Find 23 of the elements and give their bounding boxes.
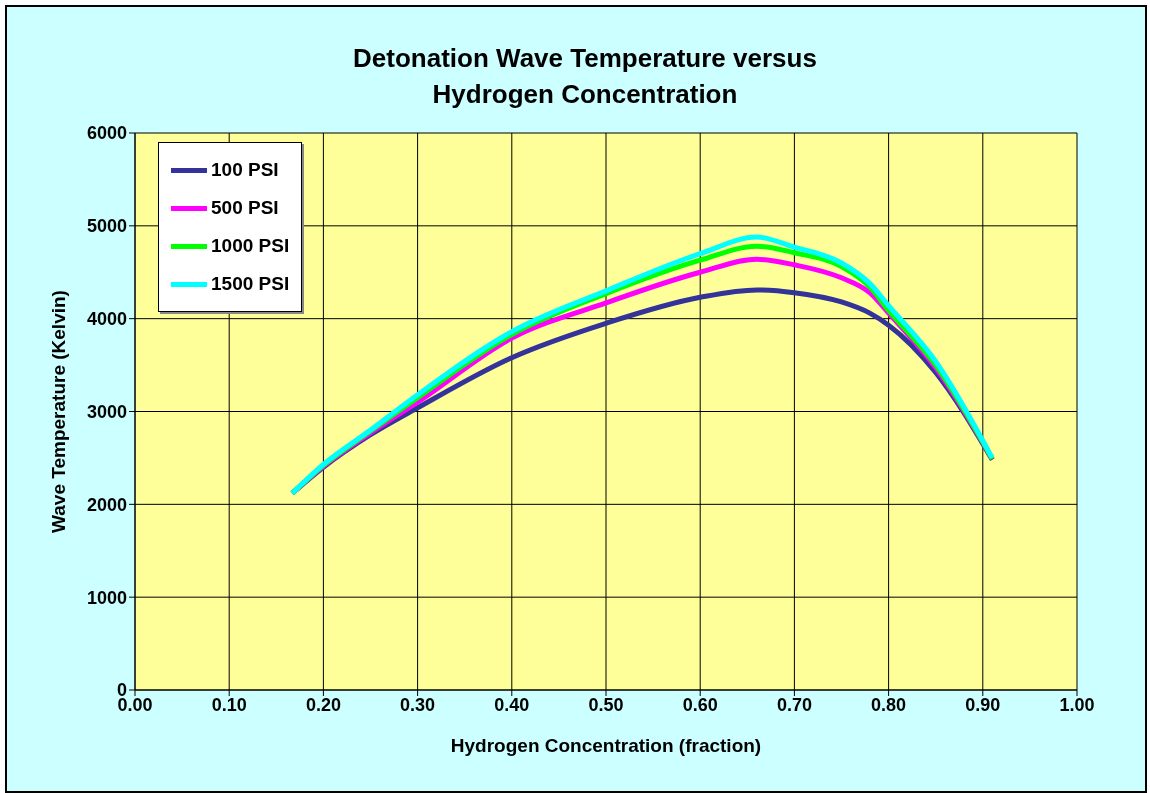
x-tick-label: 0.10 — [211, 694, 247, 715]
x-tick-label: 0.80 — [871, 694, 907, 715]
x-tick-label: 0.90 — [965, 694, 1001, 715]
y-axis-title: Wave Temperature (Kelvin) — [47, 290, 69, 533]
y-tick-label: 3000 — [86, 401, 127, 422]
x-tick-label: 0.70 — [776, 694, 812, 715]
x-tick-label: 0.20 — [305, 694, 341, 715]
legend-label: 1500 PSI — [211, 273, 290, 295]
y-tick-label: 1000 — [86, 587, 127, 608]
legend-label: 500 PSI — [211, 197, 279, 219]
x-tick-label: 0.50 — [588, 694, 624, 715]
y-tick-label: 5000 — [86, 216, 127, 237]
y-tick-label: 2000 — [86, 494, 127, 515]
x-tick-label: 0.60 — [682, 694, 718, 715]
legend-label: 1000 PSI — [211, 235, 290, 257]
y-tick-label: 4000 — [86, 309, 127, 330]
x-tick-label: 0.40 — [494, 694, 530, 715]
x-axis-title: Hydrogen Concentration (fraction) — [450, 735, 762, 756]
x-tick-label: 1.00 — [1059, 694, 1095, 715]
chart-title: Detonation Wave Temperature versus Hydrogen Concentration — [352, 42, 818, 111]
legend-label: 100 PSI — [211, 159, 279, 181]
x-tick-label: 0.30 — [400, 694, 436, 715]
y-tick-label: 6000 — [86, 123, 127, 144]
